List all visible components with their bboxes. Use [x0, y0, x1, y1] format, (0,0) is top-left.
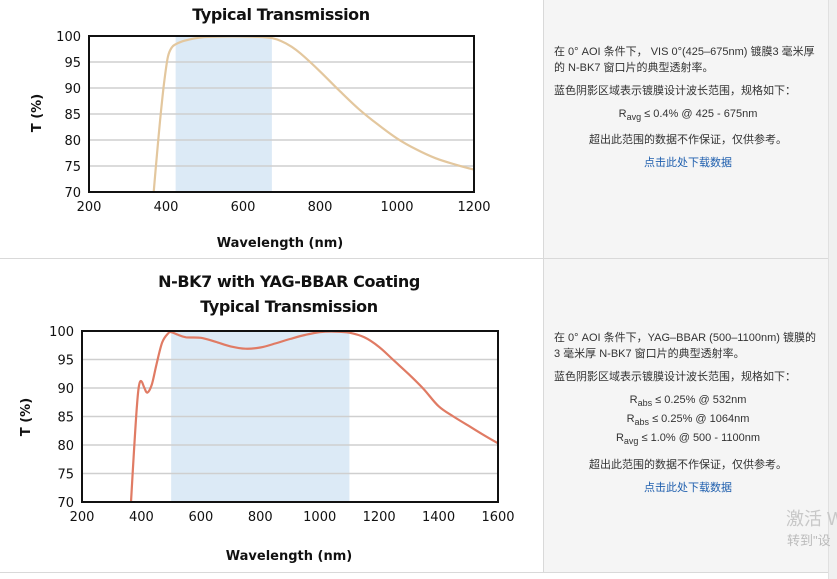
- y-tick-label: 90: [57, 382, 74, 397]
- y-tick-label: 95: [64, 56, 81, 71]
- y-tick-label: 100: [49, 325, 74, 340]
- x-tick-label: 800: [248, 510, 273, 525]
- transmission-chart-1: Typical Transmission 70 75 80 85 90 95 100 200…: [30, 5, 491, 251]
- y-tick-label: 95: [57, 354, 74, 369]
- shaded-region-note: 蓝色阴影区域表示镀膜设计波长范围，规格如下：: [554, 85, 796, 97]
- description-2: 在 0° AOI 条件下，YAG–BBAR (500–1100nm) 镀膜的 3…: [554, 330, 822, 503]
- y-tick-label: 85: [57, 411, 74, 426]
- spec-line-rabs-1064: Rabs ≤ 0.25% @ 1064nm: [626, 413, 750, 428]
- x-tick-label: 600: [231, 200, 256, 215]
- activation-watermark: 激活 W: [786, 509, 837, 529]
- x-tick-label: 1200: [363, 510, 396, 525]
- spec-list: Rabs ≤ 0.25% @ 532nm Rabs ≤ 0.25% @ 1064…: [554, 392, 822, 450]
- x-tick-label: 1200: [457, 200, 490, 215]
- disclaimer-text: 超出此范围的数据不作保证，仅供参考。: [589, 458, 787, 471]
- y-tick-label: 90: [64, 82, 81, 97]
- y-tick-label: 75: [57, 468, 74, 483]
- x-tick-label: 1000: [303, 510, 336, 525]
- plot-frame: [88, 35, 475, 193]
- spec-line-ravg: Ravg ≤ 0.4% @ 425 - 675nm: [618, 108, 758, 123]
- x-tick-label: 200: [70, 510, 95, 525]
- shaded-region-note: 蓝色阴影区域表示镀膜设计波长范围，规格如下：: [554, 371, 796, 383]
- y-tick-label: 70: [57, 496, 74, 511]
- x-tick-label: 400: [129, 510, 154, 525]
- scrollbar[interactable]: [828, 0, 837, 579]
- x-tick-label: 1400: [422, 510, 455, 525]
- description-cell-1: 在 0° AOI 条件下， VIS 0°(425–675nm) 镀膜3 毫米厚的…: [543, 0, 828, 258]
- spec-line-ravg: Ravg ≤ 1.0% @ 500 - 1100nm: [615, 432, 761, 447]
- y-tick-label: 80: [57, 439, 74, 454]
- x-tick-label: 200: [77, 200, 102, 215]
- description-text: 在 0° AOI 条件下，YAG–BBAR (500–1100nm) 镀膜的 3…: [554, 332, 816, 360]
- transmission-row-1: Typical Transmission 70 75 80 85 90 95 100 200…: [0, 0, 837, 259]
- chart-title: Typical Transmission: [192, 5, 370, 24]
- x-tick-label: 600: [188, 510, 213, 525]
- transmission-curve-1: [129, 330, 499, 503]
- transmission-row-2: N-BK7 with YAG-BBAR Coating Typical Tran…: [0, 259, 837, 573]
- y-axis-label: T (%): [19, 398, 34, 436]
- x-tick-label: 400: [154, 200, 179, 215]
- x-tick-label: 1600: [481, 510, 514, 525]
- x-tick-label: 800: [308, 200, 333, 215]
- plot-frame: [81, 330, 499, 503]
- y-tick-label: 100: [56, 30, 81, 45]
- description-text: 在 0° AOI 条件下， VIS 0°(425–675nm) 镀膜3 毫米厚的…: [554, 46, 815, 74]
- chart-cell-2: N-BK7 with YAG-BBAR Coating Typical Tran…: [0, 259, 543, 572]
- chart-subtitle: Typical Transmission: [200, 297, 378, 316]
- spec-list: Ravg ≤ 0.4% @ 425 - 675nm: [554, 106, 822, 125]
- disclaimer-text: 超出此范围的数据不作保证，仅供参考。: [589, 134, 787, 147]
- y-tick-label: 80: [64, 134, 81, 149]
- spec-line-rabs-532: Rabs ≤ 0.25% @ 532nm: [629, 394, 747, 409]
- y-tick-label: 75: [64, 160, 81, 175]
- y-tick-label: 85: [64, 108, 81, 123]
- chart-title: N-BK7 with YAG-BBAR Coating: [158, 272, 420, 291]
- y-tick-label: 70: [64, 186, 81, 201]
- y-axis-label: T (%): [30, 94, 45, 132]
- download-data-link[interactable]: 点击此处下载数据: [644, 157, 732, 170]
- x-axis-label: Wavelength (nm): [226, 549, 352, 564]
- activation-watermark-sub: 转到"设: [787, 533, 831, 548]
- description-cell-2: 在 0° AOI 条件下，YAG–BBAR (500–1100nm) 镀膜的 3…: [543, 259, 828, 572]
- download-data-link[interactable]: 点击此处下载数据: [644, 481, 732, 494]
- x-tick-label: 1000: [380, 200, 413, 215]
- description-1: 在 0° AOI 条件下， VIS 0°(425–675nm) 镀膜3 毫米厚的…: [554, 44, 822, 178]
- transmission-chart-2: N-BK7 with YAG-BBAR Coating Typical Tran…: [19, 272, 515, 564]
- x-axis-label: Wavelength (nm): [217, 236, 343, 251]
- chart-cell-1: Typical Transmission 70 75 80 85 90 95 100 200…: [0, 0, 543, 258]
